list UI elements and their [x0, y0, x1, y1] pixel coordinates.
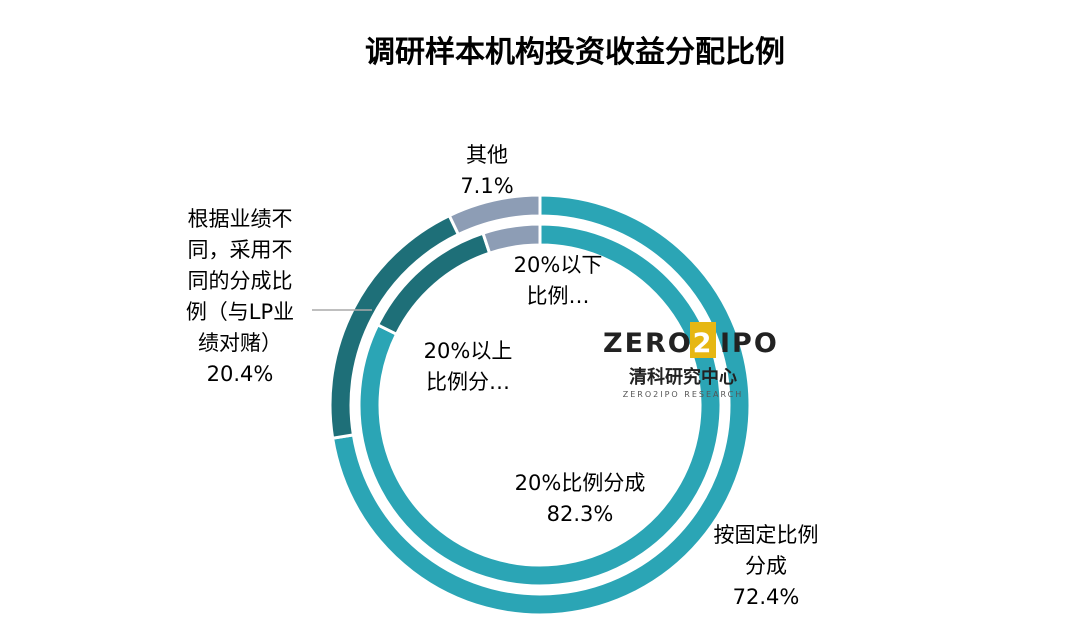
watermark-logo-box	[690, 322, 716, 358]
inner-slice-label-2-line-1: 比例…	[527, 284, 590, 308]
inner-slice-label-1-line-1: 比例分…	[426, 370, 510, 394]
inner-slice-label-2-line-0: 20%以下	[514, 253, 603, 277]
outer-slice-label-2-line-1: 7.1%	[460, 174, 513, 198]
outer-slice-label-0: 按固定比例分成 72.4%	[714, 523, 819, 609]
outer-slice-label-1-line-1: 同，采用不	[188, 238, 293, 262]
outer-slice-label-1-line-2: 同的分成比	[188, 269, 293, 293]
inner-slice-label-2: 20%以下比例…	[514, 253, 603, 308]
outer-slice-label-1-line-4: 绩对赌）	[198, 331, 282, 355]
slices-group	[328, 193, 752, 617]
outer-slice-label-0-line-0: 按固定比例	[714, 523, 819, 547]
outer-slice-label-0-line-1: 分成	[745, 554, 787, 578]
watermark-logo-left: ZERO	[603, 328, 693, 359]
watermark-cn-text: 清科研究中心	[629, 366, 737, 388]
inner-slice-label-0-line-1: 82.3%	[547, 502, 614, 526]
outer-slice-label-2: 其他 7.1%	[460, 143, 513, 198]
outer-slice-label-1-line-5: 20.4%	[207, 362, 274, 386]
outer-slice-label-1-line-0: 根据业绩不	[188, 207, 293, 231]
inner-slice-0	[357, 222, 723, 588]
inner-slice-label-1: 20%以上比例分…	[424, 339, 513, 394]
outer-slice-label-0-line-2: 72.4%	[733, 585, 800, 609]
outer-slice-label-1: 根据业绩不同，采用不同的分成比例（与LP业绩对赌） 20.4%	[186, 207, 294, 386]
outer-slice-label-2-line-0: 其他	[466, 143, 508, 167]
watermark-logo-digit: 2	[693, 328, 714, 359]
inner-slice-label-0: 20%比例分成 82.3%	[515, 471, 646, 526]
outer-slice-2	[447, 193, 542, 237]
chart-title: 调研样本机构投资收益分配比例	[365, 35, 785, 70]
outer-slice-label-1-line-3: 例（与LP业	[186, 300, 294, 324]
inner-slice-label-1-line-0: 20%以上	[424, 339, 513, 363]
watermark-sub-text: ZERO2IPO RESEARCH	[623, 390, 743, 399]
watermark-logo-right: IPO	[720, 328, 779, 359]
watermark-logo: ZERO 2 IPO 清科研究中心 ZERO2IPO RESEARCH	[603, 322, 779, 399]
labels-group: 按固定比例分成 72.4% 根据业绩不同，采用不同的分成比例（与LP业绩对赌） 20.…	[186, 143, 819, 609]
inner-slice-2	[481, 222, 542, 256]
inner-slice-label-0-line-0: 20%比例分成	[515, 471, 646, 495]
